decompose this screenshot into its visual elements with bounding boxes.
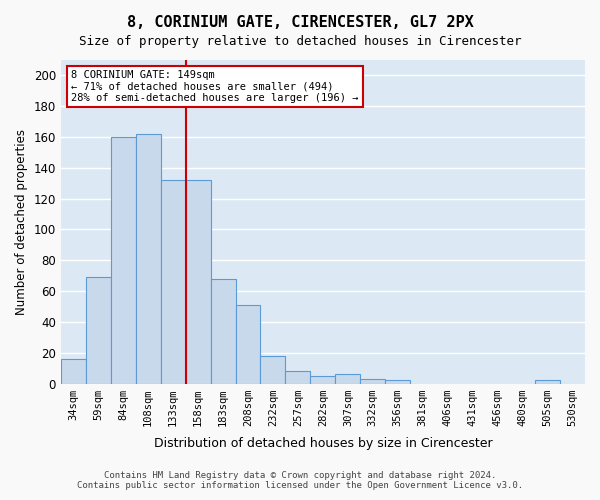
Bar <box>211 279 236 384</box>
Bar <box>185 180 211 384</box>
Bar <box>335 374 361 384</box>
Bar <box>111 137 136 384</box>
Bar <box>61 359 86 384</box>
Bar <box>286 371 310 384</box>
Bar <box>385 380 410 384</box>
Text: 8 CORINIUM GATE: 149sqm
← 71% of detached houses are smaller (494)
28% of semi-d: 8 CORINIUM GATE: 149sqm ← 71% of detache… <box>71 70 359 103</box>
Bar <box>361 379 385 384</box>
Text: Contains HM Land Registry data © Crown copyright and database right 2024.
Contai: Contains HM Land Registry data © Crown c… <box>77 470 523 490</box>
Bar <box>161 180 185 384</box>
Bar <box>236 305 260 384</box>
Bar <box>260 356 286 384</box>
Bar <box>535 380 560 384</box>
Text: Size of property relative to detached houses in Cirencester: Size of property relative to detached ho… <box>79 35 521 48</box>
Y-axis label: Number of detached properties: Number of detached properties <box>15 129 28 315</box>
Bar <box>136 134 161 384</box>
Bar <box>86 277 111 384</box>
X-axis label: Distribution of detached houses by size in Cirencester: Distribution of detached houses by size … <box>154 437 492 450</box>
Text: 8, CORINIUM GATE, CIRENCESTER, GL7 2PX: 8, CORINIUM GATE, CIRENCESTER, GL7 2PX <box>127 15 473 30</box>
Bar <box>310 376 335 384</box>
